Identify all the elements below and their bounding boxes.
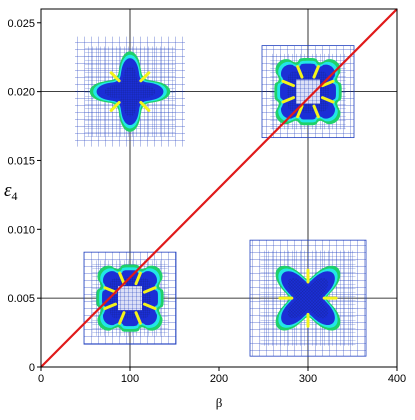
crystal-core-mesh xyxy=(118,286,142,311)
inset-3 xyxy=(83,251,177,345)
yellow-spike xyxy=(320,79,335,88)
yellow-spike xyxy=(109,100,121,112)
mesh-border xyxy=(261,45,355,139)
yellow-spike xyxy=(118,271,126,286)
inset-4 xyxy=(249,239,367,357)
y-tick-label: 0 xyxy=(29,362,35,374)
yellow-spike xyxy=(103,302,118,311)
y-axis-title-subscript: 4 xyxy=(12,189,18,203)
inset-2 xyxy=(261,45,355,139)
mesh-border xyxy=(249,239,367,357)
yellow-spike xyxy=(118,311,126,325)
y-tick-label: 0.010 xyxy=(7,224,35,236)
crystal-fine-mesh xyxy=(287,277,329,319)
x-tick-label: 300 xyxy=(299,373,317,385)
y-tick-label: 0.020 xyxy=(7,87,35,99)
yellow-spike xyxy=(142,286,157,294)
mesh-border xyxy=(83,251,177,345)
yellow-spike xyxy=(142,302,157,311)
x-tick-label: 100 xyxy=(121,373,139,385)
x-tick-label: 0 xyxy=(38,373,44,385)
yellow-spike xyxy=(312,104,320,119)
yellow-spike xyxy=(312,65,320,79)
x-tick-label: 400 xyxy=(388,373,406,385)
yellow-spike xyxy=(296,104,304,119)
yellow-spike xyxy=(103,286,118,294)
yellow-spike xyxy=(139,71,151,83)
series-line-1 xyxy=(40,8,398,368)
yellow-spike xyxy=(109,71,121,83)
yellow-spike xyxy=(281,96,296,104)
y-axis-title: ε4 xyxy=(4,180,18,203)
crystal-fine-mesh xyxy=(104,66,156,117)
yellow-spike xyxy=(134,271,142,286)
yellow-spike xyxy=(281,79,296,88)
yellow-spike xyxy=(134,311,142,325)
y-tick-label: 0.015 xyxy=(7,155,35,167)
crystal xyxy=(89,51,171,132)
x-tick-label: 200 xyxy=(210,373,228,385)
x-axis-title: β xyxy=(216,395,223,410)
inset-1 xyxy=(75,36,185,147)
crystal-core-mesh xyxy=(296,79,320,104)
crystal xyxy=(275,265,341,331)
y-tick-label: 0.005 xyxy=(7,293,35,305)
yellow-spike xyxy=(296,65,304,79)
yellow-spike xyxy=(139,100,151,112)
y-tick-label: 0.025 xyxy=(7,18,35,30)
yellow-spike xyxy=(320,96,335,104)
